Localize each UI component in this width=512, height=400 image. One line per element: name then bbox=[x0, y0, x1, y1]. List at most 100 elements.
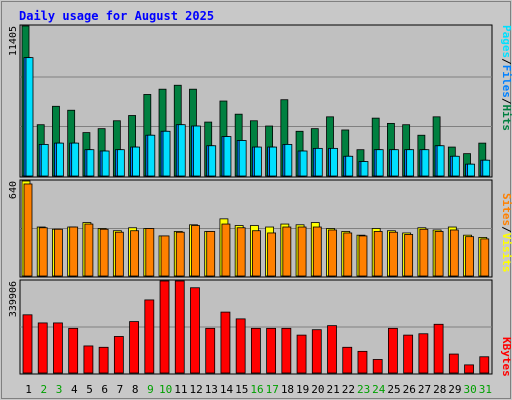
x-tick-label-day-11: 11 bbox=[174, 383, 187, 396]
x-tick-label-day-14: 14 bbox=[220, 383, 234, 396]
bar-pages-day-28 bbox=[436, 145, 445, 177]
bar-kbytes-day-4 bbox=[68, 327, 79, 374]
legend-label-files: Files bbox=[500, 65, 512, 98]
bar-sites-day-28 bbox=[434, 231, 444, 277]
x-tick-label-day-8: 8 bbox=[132, 383, 139, 396]
x-tick-label-day-13: 13 bbox=[205, 383, 218, 396]
x-tick-label-day-25: 25 bbox=[387, 383, 400, 396]
y-max-label: 640 bbox=[8, 181, 19, 199]
bar-sites-day-4 bbox=[69, 226, 79, 277]
x-tick-label-day-9: 9 bbox=[147, 383, 154, 396]
bar-kbytes-day-21 bbox=[327, 325, 337, 374]
legend-label-hits: Hits bbox=[500, 105, 512, 132]
bar-kbytes-day-23 bbox=[357, 350, 368, 374]
bar-pages-day-18 bbox=[284, 144, 293, 177]
panel-visits_sites: 640 bbox=[8, 179, 493, 278]
x-tick-label-day-29: 29 bbox=[448, 383, 461, 396]
bar-pages-day-9 bbox=[147, 134, 156, 177]
x-tick-label-day-5: 5 bbox=[86, 383, 93, 396]
bar-pages-day-6 bbox=[101, 150, 110, 177]
bar-sites-day-10 bbox=[160, 235, 170, 277]
bar-sites-day-12 bbox=[191, 225, 200, 277]
bar-sites-day-14 bbox=[221, 223, 231, 277]
bar-sites-day-16 bbox=[251, 230, 261, 277]
panel-hits_files_pages: 11405 bbox=[8, 24, 493, 178]
bar-kbytes-day-30 bbox=[464, 364, 474, 374]
x-tick-label-day-6: 6 bbox=[101, 383, 108, 396]
x-tick-label-day-22: 22 bbox=[342, 383, 355, 396]
legend-label-sites: Sites bbox=[500, 193, 512, 226]
bar-kbytes-day-22 bbox=[342, 346, 353, 374]
bar-sites-day-22 bbox=[343, 232, 353, 277]
bar-sites-day-17 bbox=[267, 232, 277, 277]
x-tick-label-day-3: 3 bbox=[56, 383, 63, 396]
bar-pages-day-8 bbox=[132, 146, 140, 177]
bar-pages-day-24 bbox=[375, 149, 384, 177]
bar-sites-day-5 bbox=[84, 223, 94, 277]
bar-sites-day-18 bbox=[282, 226, 292, 277]
bar-sites-day-20 bbox=[312, 226, 322, 277]
bar-pages-day-2 bbox=[40, 144, 49, 177]
x-tick-label-day-31: 31 bbox=[479, 383, 492, 396]
bar-pages-day-1 bbox=[25, 57, 34, 177]
chart-panels: 11405 640 339906 bbox=[8, 24, 493, 375]
bar-pages-day-17 bbox=[269, 146, 278, 177]
bar-pages-day-7 bbox=[116, 149, 125, 177]
legend-label-pages: Pages bbox=[500, 25, 512, 58]
x-tick-label-day-26: 26 bbox=[403, 383, 416, 396]
bar-kbytes-day-9 bbox=[144, 299, 155, 374]
x-tick-label-day-10: 10 bbox=[159, 383, 172, 396]
bar-pages-day-13 bbox=[208, 145, 217, 177]
x-tick-label-day-27: 27 bbox=[418, 383, 431, 396]
legend-separator: / bbox=[500, 58, 512, 65]
bar-pages-day-15 bbox=[238, 140, 247, 177]
x-tick-label-day-7: 7 bbox=[117, 383, 124, 396]
x-tick-label-day-19: 19 bbox=[296, 383, 309, 396]
bar-pages-day-25 bbox=[391, 149, 399, 177]
bar-sites-day-2 bbox=[38, 227, 48, 277]
bar-sites-day-15 bbox=[236, 227, 246, 277]
bar-sites-day-24 bbox=[373, 231, 383, 277]
bar-kbytes-day-10 bbox=[159, 280, 170, 374]
bar-sites-day-1 bbox=[23, 183, 33, 277]
bar-sites-day-21 bbox=[328, 229, 337, 277]
bar-sites-day-8 bbox=[130, 230, 139, 277]
x-tick-label-day-1: 1 bbox=[25, 383, 32, 396]
bar-sites-day-27 bbox=[419, 228, 429, 277]
bar-kbytes-day-17 bbox=[266, 327, 277, 374]
bar-pages-day-29 bbox=[451, 155, 460, 177]
bar-kbytes-day-8 bbox=[129, 321, 139, 374]
bar-kbytes-day-2 bbox=[37, 322, 48, 374]
side-legend-panel3: KBytes bbox=[500, 337, 512, 377]
bar-sites-day-3 bbox=[54, 228, 63, 277]
bar-pages-day-11 bbox=[177, 124, 186, 177]
bar-sites-day-31 bbox=[480, 238, 490, 277]
bar-kbytes-day-16 bbox=[250, 327, 261, 374]
bar-kbytes-day-19 bbox=[296, 334, 307, 374]
bar-kbytes-day-7 bbox=[113, 336, 124, 374]
bar-pages-day-4 bbox=[71, 142, 80, 177]
bar-pages-day-21 bbox=[330, 147, 338, 177]
bar-sites-day-9 bbox=[145, 228, 155, 277]
bar-kbytes-day-14 bbox=[220, 311, 231, 374]
legend-separator: / bbox=[500, 226, 512, 233]
bar-kbytes-day-27 bbox=[418, 333, 429, 374]
bar-kbytes-day-29 bbox=[448, 353, 459, 374]
bar-kbytes-day-13 bbox=[205, 327, 216, 374]
bar-kbytes-day-18 bbox=[281, 327, 292, 374]
bar-kbytes-day-15 bbox=[235, 318, 246, 374]
bar-kbytes-day-12 bbox=[190, 287, 200, 374]
bar-kbytes-day-26 bbox=[403, 334, 414, 374]
bar-sites-day-7 bbox=[114, 231, 124, 277]
bar-sites-day-19 bbox=[297, 226, 307, 277]
legend-label-kbytes: KBytes bbox=[500, 337, 512, 377]
bar-kbytes-day-20 bbox=[311, 329, 322, 374]
legend-separator: / bbox=[500, 98, 512, 105]
bar-sites-day-6 bbox=[99, 228, 109, 277]
bar-pages-day-31 bbox=[482, 159, 491, 177]
panel-kbytes: 339906 bbox=[8, 279, 493, 375]
bar-pages-day-10 bbox=[162, 130, 171, 177]
bar-kbytes-day-11 bbox=[174, 280, 185, 374]
bar-pages-day-26 bbox=[406, 149, 415, 177]
